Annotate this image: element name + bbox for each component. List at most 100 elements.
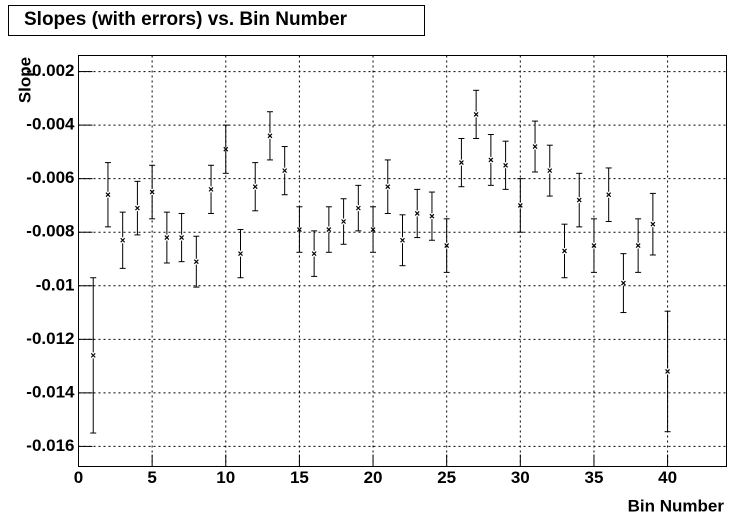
error-bar xyxy=(296,206,303,253)
y-tick-label: -0.01 xyxy=(36,275,75,294)
error-bar xyxy=(178,212,185,263)
x-tick-label: 20 xyxy=(364,468,383,487)
x-tick-label: 15 xyxy=(290,468,309,487)
marker xyxy=(429,213,435,219)
error-bar xyxy=(473,89,480,140)
error-bar xyxy=(590,218,597,273)
marker xyxy=(341,219,347,224)
marker xyxy=(282,168,288,174)
y-tick-label: -0.002 xyxy=(26,61,74,80)
error-bar xyxy=(561,223,568,279)
marker xyxy=(473,111,479,117)
error-bar xyxy=(208,164,215,214)
marker xyxy=(326,227,332,232)
marker xyxy=(414,211,420,216)
y-tick-label: -0.006 xyxy=(26,168,74,187)
marker xyxy=(90,352,96,358)
marker xyxy=(444,243,450,249)
error-bar xyxy=(163,211,170,264)
y-tick-label: -0.014 xyxy=(26,382,75,401)
marker xyxy=(164,235,170,240)
marker xyxy=(532,144,538,149)
marker xyxy=(606,192,612,198)
x-tick-label: 30 xyxy=(511,468,530,487)
error-bar xyxy=(414,188,421,239)
error-bar xyxy=(237,229,244,279)
error-bar xyxy=(399,214,406,267)
error-bar xyxy=(664,310,671,433)
marker xyxy=(400,237,405,243)
marker xyxy=(562,248,567,254)
marker xyxy=(252,184,258,190)
marker xyxy=(665,369,671,374)
marker xyxy=(635,243,641,249)
y-tick-label: -0.008 xyxy=(26,222,74,241)
error-bar xyxy=(443,218,450,273)
error-bar xyxy=(266,111,273,161)
error-bar xyxy=(340,198,347,245)
error-bar xyxy=(605,167,612,223)
chart-title: Slopes (with errors) vs. Bin Number xyxy=(24,9,348,30)
error-bar xyxy=(532,120,539,173)
marker xyxy=(120,237,126,243)
error-bar xyxy=(222,124,229,174)
marker xyxy=(238,251,243,257)
marker xyxy=(223,146,229,152)
y-axis-label: Slope xyxy=(15,57,34,103)
marker xyxy=(620,280,626,286)
x-tick-label: 5 xyxy=(147,468,156,487)
x-tick-label: 25 xyxy=(437,468,456,487)
error-bar xyxy=(355,184,362,232)
marker xyxy=(311,251,317,257)
error-bar xyxy=(325,206,332,253)
y-tick-label: -0.016 xyxy=(26,436,74,455)
error-bar xyxy=(90,277,97,434)
error-bar xyxy=(384,159,391,214)
error-bar xyxy=(119,211,126,269)
marker xyxy=(149,189,155,195)
x-tick-label: 35 xyxy=(584,468,603,487)
error-bar xyxy=(635,218,642,273)
marker xyxy=(296,227,302,232)
marker xyxy=(517,203,523,208)
error-bar xyxy=(649,192,656,256)
error-bar xyxy=(546,144,553,197)
error-bar xyxy=(502,140,509,190)
marker xyxy=(193,259,199,265)
error-bar xyxy=(428,191,435,241)
marker xyxy=(355,205,361,211)
marker xyxy=(267,133,273,139)
marker xyxy=(458,160,464,166)
marker xyxy=(179,235,185,240)
marker xyxy=(105,192,111,198)
marker xyxy=(503,162,509,168)
marker xyxy=(576,197,582,203)
x-tick-label: 10 xyxy=(216,468,235,487)
title-box xyxy=(8,5,425,36)
marker xyxy=(208,186,214,192)
error-bar xyxy=(104,162,111,228)
marker xyxy=(547,168,553,174)
marker xyxy=(385,184,391,190)
error-bar xyxy=(370,206,377,253)
error-bar xyxy=(134,180,141,236)
error-bar xyxy=(458,138,465,188)
x-tick-label: 40 xyxy=(658,468,677,487)
error-bar xyxy=(149,164,156,220)
marker xyxy=(591,243,597,249)
error-bar xyxy=(193,235,200,288)
error-bar xyxy=(281,146,288,196)
error-bar xyxy=(311,230,318,277)
y-tick-label: -0.012 xyxy=(26,329,74,348)
error-bar xyxy=(620,253,627,314)
x-axis-label: Bin Number xyxy=(628,496,725,515)
error-bar xyxy=(576,172,583,228)
x-tick-label: 0 xyxy=(74,468,83,487)
marker xyxy=(134,205,140,211)
y-tick-label: -0.004 xyxy=(26,115,75,134)
error-bar xyxy=(517,178,524,233)
error-bar xyxy=(487,133,494,186)
marker xyxy=(650,221,656,227)
